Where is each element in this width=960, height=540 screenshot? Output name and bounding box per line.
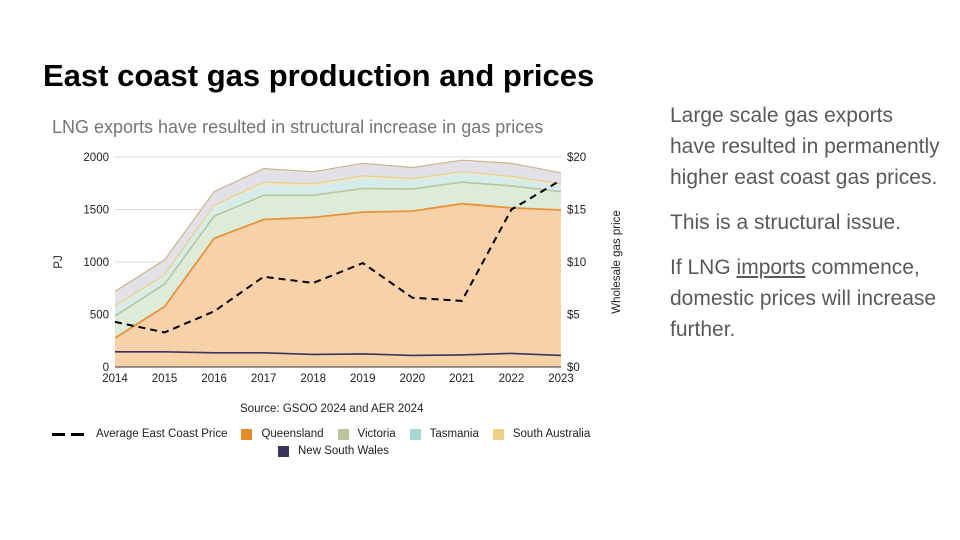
legend-item-average-price: Average East Coast Price <box>52 428 227 440</box>
y2-tick-label: $15 <box>567 205 586 217</box>
legend-item-south-australia: South Australia <box>492 428 591 440</box>
imports-link[interactable]: imports <box>736 256 806 279</box>
y2-tick-label: $0 <box>567 362 580 374</box>
swatch-icon <box>337 428 349 440</box>
swatch-icon <box>409 428 421 440</box>
body-text-post: commence, domestic prices will increase … <box>670 256 937 341</box>
dashed-line-icon <box>52 432 84 436</box>
chart-source: Source: GSOO 2024 and AER 2024 <box>240 403 424 415</box>
area-queensland-1 <box>115 203 561 367</box>
x-tick-label: 2022 <box>499 373 525 385</box>
body-paragraph-2: This is a structural issue. <box>670 211 902 234</box>
y2-tick-label: $20 <box>567 152 586 164</box>
x-tick-label: 2020 <box>400 373 426 385</box>
x-tick-label: 2019 <box>350 373 376 385</box>
y-tick-label: 1500 <box>83 205 109 217</box>
area-edge-line <box>114 181 562 317</box>
price-line <box>114 179 562 334</box>
swatch-icon <box>278 445 289 457</box>
legend-label: Victoria <box>357 428 396 440</box>
chart-legend-row-1: Average East Coast Price Queensland Vict… <box>52 428 590 440</box>
swatch-icon <box>492 428 504 440</box>
x-tick-label: 2023 <box>548 373 574 385</box>
chart-legend-row-2: New South Wales <box>278 445 389 457</box>
area-new-south-wales-5 <box>115 160 561 307</box>
y-tick-label: 2000 <box>83 152 109 164</box>
legend-item-victoria: Victoria <box>337 428 396 440</box>
x-tick-label: 2018 <box>300 373 326 385</box>
y-tick-label: 1000 <box>83 257 109 269</box>
area-edge-line <box>114 202 562 339</box>
legend-label: Average East Coast Price <box>96 428 228 440</box>
area-edge-line <box>114 159 562 292</box>
chart-subtitle: LNG exports have resulted in structural … <box>52 117 544 137</box>
area-edge-line <box>114 171 562 307</box>
legend-label: Tasmania <box>429 428 479 440</box>
legend-label: Queensland <box>261 428 324 440</box>
nsw-edge-line <box>115 351 562 357</box>
legend-item-tasmania: Tasmania <box>409 428 479 440</box>
body-paragraph-1: Large scale gas exports have resulted in… <box>670 104 940 189</box>
area-victoria-2 <box>115 182 561 339</box>
y2-tick-label: $5 <box>567 310 580 322</box>
y-tick-label: 0 <box>103 362 109 374</box>
swatch-icon <box>241 428 253 440</box>
y2-axis-label: Wholesale gas price <box>611 210 623 314</box>
x-tick-label: 2017 <box>251 373 277 385</box>
x-tick-label: 2021 <box>449 373 475 385</box>
x-tick-label: 2015 <box>152 373 178 385</box>
y2-tick-label: $10 <box>567 257 586 269</box>
y-tick-label: 500 <box>90 310 109 322</box>
x-tick-label: 2016 <box>201 373 227 385</box>
legend-label: New South Wales <box>298 445 389 457</box>
x-tick-label: 2014 <box>102 373 128 385</box>
legend-label: South Australia <box>512 428 591 440</box>
body-paragraph-3: If LNG imports commence, domestic prices… <box>670 252 940 345</box>
slide-title: East coast gas production and prices <box>43 58 595 93</box>
y-axis-label: PJ <box>53 255 65 268</box>
body-text-pre: If LNG <box>670 256 737 279</box>
slide-body: Large scale gas exports have resulted in… <box>670 100 940 359</box>
area-tasmania-3 <box>115 173 561 317</box>
legend-item-queensland: Queensland <box>241 428 324 440</box>
legend-item-new-south-wales: New South Wales <box>278 445 389 457</box>
